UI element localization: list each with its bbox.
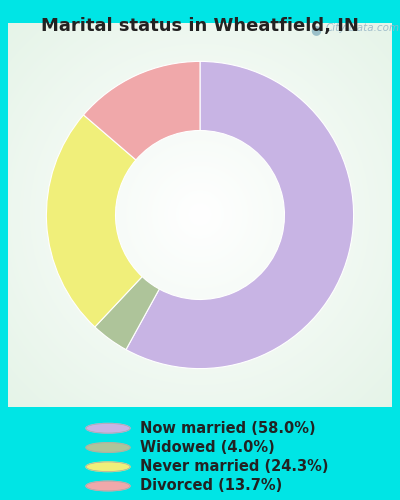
Circle shape: [86, 424, 130, 433]
Text: Widowed (4.0%): Widowed (4.0%): [140, 440, 275, 455]
Circle shape: [86, 481, 130, 491]
Wedge shape: [126, 62, 354, 368]
Wedge shape: [95, 276, 159, 349]
Text: City-Data.com: City-Data.com: [326, 23, 400, 33]
Circle shape: [86, 462, 130, 471]
Text: Marital status in Wheatfield, IN: Marital status in Wheatfield, IN: [41, 18, 359, 36]
Text: Divorced (13.7%): Divorced (13.7%): [140, 478, 282, 494]
Wedge shape: [84, 62, 200, 160]
Text: ●: ●: [310, 23, 322, 36]
Text: Now married (58.0%): Now married (58.0%): [140, 421, 316, 436]
Wedge shape: [46, 115, 142, 327]
Circle shape: [86, 442, 130, 452]
Text: Never married (24.3%): Never married (24.3%): [140, 459, 328, 474]
